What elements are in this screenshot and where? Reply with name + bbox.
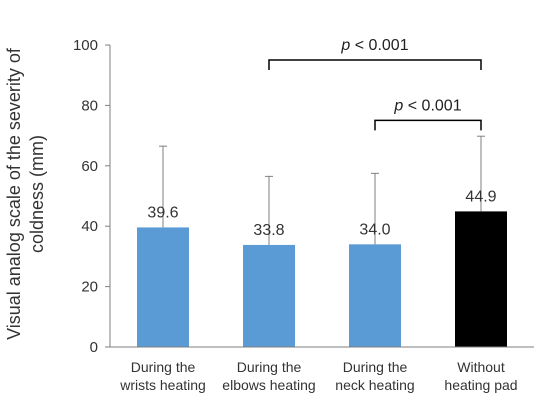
category-label: Without heating pad — [444, 359, 517, 393]
bar-value-label: 39.6 — [147, 204, 178, 221]
bar — [349, 244, 401, 347]
axes — [109, 45, 534, 348]
category-label-line: During the — [237, 359, 302, 375]
category-label-line: During the — [131, 359, 196, 375]
bar-value-label: 34.0 — [359, 221, 390, 238]
significance-label: p < 0.001 — [393, 97, 461, 114]
bar-value-label: 33.8 — [253, 222, 284, 239]
y-axis-label: Visual analog scale of the severity of co… — [4, 47, 47, 340]
category-label-line: elbows heating — [222, 377, 315, 393]
category-label: During the wrists heating — [119, 359, 206, 393]
significance-bracket — [268, 59, 482, 70]
category-label-line: wrists heating — [119, 377, 206, 393]
category-label: During the elbows heating — [222, 359, 315, 393]
y-axis-label-line: Visual analog scale of the severity of — [4, 47, 24, 340]
category-label-line: heating pad — [444, 377, 517, 393]
p-symbol: p — [393, 97, 403, 114]
category-label-line: neck heating — [335, 377, 414, 393]
y-axis-ticks: 0 20 40 60 80 100 — [73, 37, 110, 356]
bar — [455, 211, 507, 347]
y-tick-label: 40 — [81, 218, 98, 235]
bars — [137, 211, 507, 347]
y-tick-label: 60 — [81, 158, 98, 175]
bar-value-label: 44.9 — [465, 188, 496, 205]
y-tick-label: 0 — [90, 339, 98, 356]
category-label-line: Without — [457, 359, 505, 375]
significance-label: p < 0.001 — [340, 37, 408, 54]
y-tick-label: 100 — [73, 37, 98, 54]
error-bars — [159, 135, 485, 245]
bar — [243, 244, 295, 347]
y-axis-label-line: coldness (mm) — [27, 135, 47, 253]
p-symbol: p — [340, 37, 350, 54]
p-threshold: < 0.001 — [403, 97, 461, 114]
data-labels: 39.6 33.8 34.0 44.9 — [147, 188, 496, 239]
category-label: During the neck heating — [335, 359, 414, 393]
category-labels: During the wrists heating During the elbows… — [119, 359, 517, 393]
category-label-line: During the — [343, 359, 408, 375]
p-threshold: < 0.001 — [350, 37, 408, 54]
y-tick-label: 20 — [81, 279, 98, 296]
bar — [137, 227, 189, 347]
y-axis-title: Visual analog scale of the severity of co… — [4, 47, 47, 340]
y-tick-label: 80 — [81, 97, 98, 114]
significance-bracket — [374, 119, 482, 131]
